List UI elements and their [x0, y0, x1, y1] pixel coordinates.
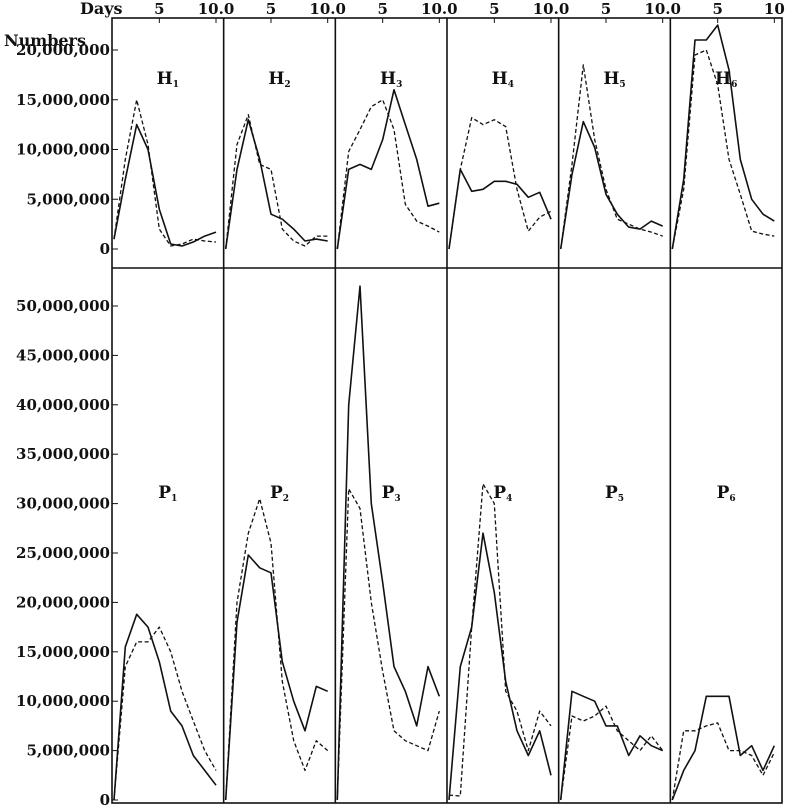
series-h2-dashed	[225, 114, 328, 250]
series-h4-solid	[448, 168, 552, 250]
series-p4-dashed	[448, 483, 552, 797]
chart-frame	[111, 17, 783, 804]
y-tick-label: 35,000,000	[16, 445, 110, 463]
series-p4-solid	[448, 532, 552, 801]
series-h1-dashed	[113, 99, 217, 247]
series-h2-solid	[224, 118, 328, 250]
panel-title-h4: H4	[492, 69, 514, 90]
series-p3-dashed	[336, 488, 440, 801]
series	[113, 24, 776, 801]
series-p2-dashed	[225, 498, 329, 801]
panel-title-p1: P1	[158, 483, 177, 504]
panel-title-p2: P2	[270, 483, 289, 504]
series-h3-dashed	[336, 99, 440, 250]
x-axis-label: Days	[80, 0, 123, 18]
panel-title-h3: H3	[380, 69, 402, 90]
y-tick-label: 45,000,000	[16, 346, 110, 364]
panel-title-h1: H1	[157, 69, 179, 90]
x-tick-label: 10.0	[421, 0, 458, 18]
y-tick-label: 15,000,000	[16, 643, 110, 661]
panel-title-h2: H2	[268, 69, 290, 90]
y-tick-label: 0	[100, 240, 110, 258]
panel-title-h6: H6	[715, 69, 737, 90]
y-axis-label: Numbers	[4, 31, 86, 50]
x-tick-label: 10.0	[309, 0, 346, 18]
y-tick-label: 25,000,000	[16, 544, 110, 562]
x-tick-label: 10.0	[644, 0, 681, 18]
x-tick-label: 5	[601, 0, 611, 18]
series-p1-dashed	[113, 626, 217, 801]
x-tick-label: 5	[377, 0, 387, 18]
y-tick-label: 10,000,000	[16, 141, 110, 159]
y-tick-label: 50,000,000	[16, 297, 110, 315]
series-h5-solid	[559, 120, 664, 250]
x-tick-label: 5	[489, 0, 499, 18]
series-h1-solid	[113, 123, 217, 247]
y-tick-label: 15,000,000	[16, 91, 110, 109]
series-p5-solid	[559, 690, 664, 801]
y-tick-label: 10,000,000	[16, 692, 110, 710]
y-tick-label: 30,000,000	[16, 495, 110, 513]
x-tick-label: 5	[154, 0, 164, 18]
panel-title-h5: H5	[603, 69, 625, 90]
series-h6-dashed	[671, 49, 775, 250]
series-p2-solid	[224, 554, 329, 801]
panel-title-p3: P3	[382, 483, 401, 504]
series-p1-solid	[113, 613, 217, 801]
x-tick-label: 5	[266, 0, 276, 18]
x-tick-label: 10	[764, 0, 785, 18]
series-p5-dashed	[560, 705, 664, 801]
panel-title-p5: P5	[605, 483, 624, 504]
series-p6-dashed	[671, 722, 775, 801]
series-p3-solid	[336, 285, 441, 801]
series-h4-dashed	[448, 117, 552, 250]
y-tick-label: 40,000,000	[16, 396, 110, 414]
y-tick-label: 0	[100, 791, 110, 808]
panel-titles: H1 H2 H3 H4 H5 H6 P1 P2 P3 P4 P5 P6	[157, 69, 738, 504]
panel-title-p4: P4	[493, 483, 512, 504]
axes: Days Numbers 5 10.0 5 10.0 5 10.0 5 10.0 5 10.0 5 10 2…	[4, 0, 785, 808]
series-h5-dashed	[560, 64, 663, 250]
y-tick-label: 5,000,000	[26, 190, 110, 208]
x-tick-label: 10.0	[533, 0, 570, 18]
x-tick-label: 5	[712, 0, 722, 18]
panel-title-p6: P6	[717, 483, 736, 504]
series-h6-solid	[671, 24, 775, 250]
series-p6-solid	[671, 695, 776, 801]
y-tick-label: 20,000,000	[16, 41, 110, 59]
y-tick-label: 20,000,000	[16, 593, 110, 611]
y-tick-label: 5,000,000	[26, 742, 110, 760]
x-tick-label: 10.0	[198, 0, 235, 18]
